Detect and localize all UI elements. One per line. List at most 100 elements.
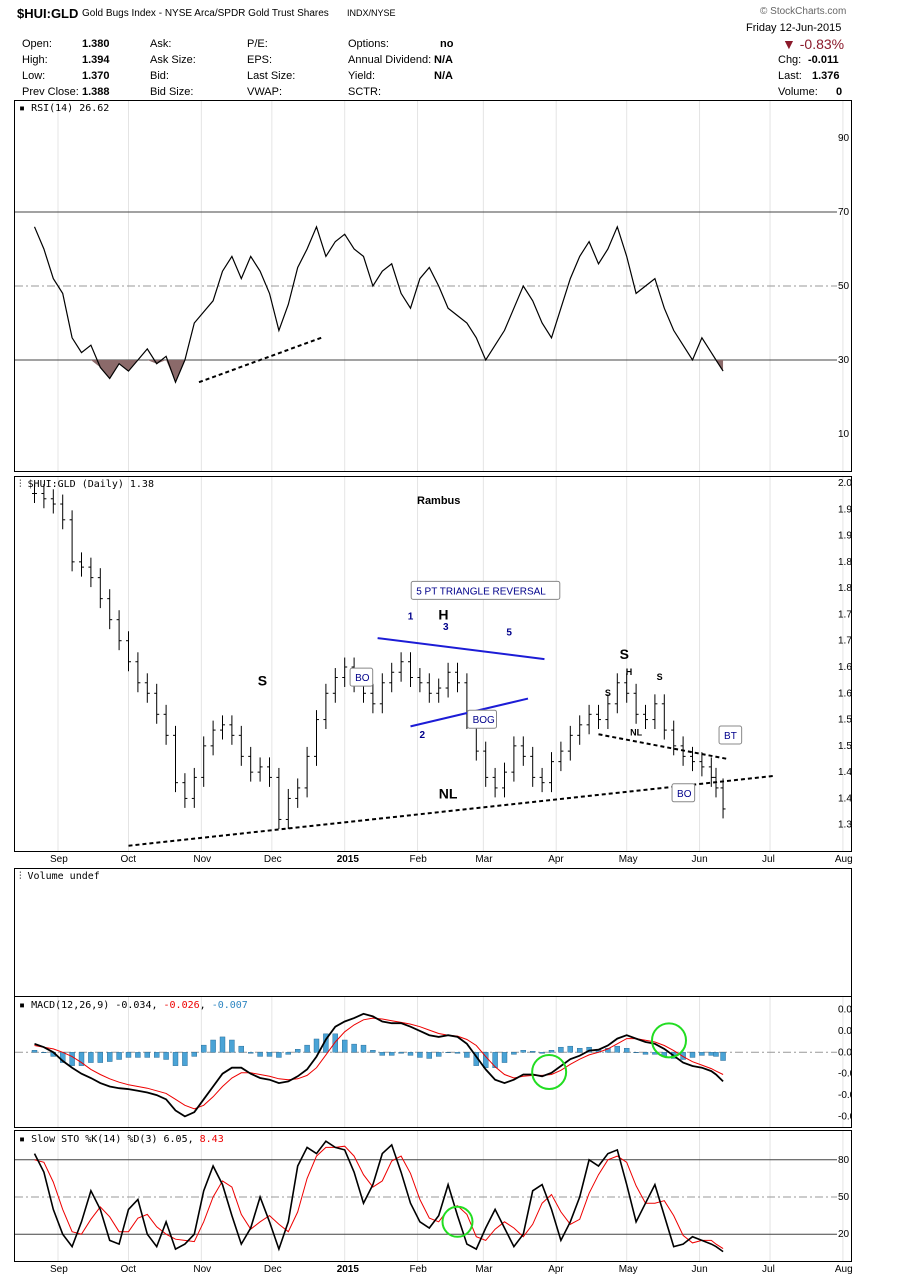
macd-histogram-bar-43 bbox=[436, 1052, 442, 1057]
callout-bo-callout-1: BO bbox=[355, 673, 370, 684]
open-value: 1.380 bbox=[82, 38, 110, 50]
date-label: Friday 12-Jun-2015 bbox=[746, 22, 842, 34]
price-y-tick-11: 1.90 bbox=[838, 531, 851, 542]
price-y-tick-13: 2.00 bbox=[838, 478, 851, 489]
macd-chart: -0.075 -0.050 -0.025 0.000 0.025 0.050 bbox=[15, 997, 851, 1127]
sto-chart: 20 50 80 bbox=[15, 1131, 850, 1261]
chg-value: -0.011 bbox=[808, 54, 839, 66]
triangle-upper bbox=[377, 637, 545, 661]
macd-histogram-bar-58 bbox=[577, 1048, 583, 1053]
macd-histogram-bar-9 bbox=[116, 1052, 122, 1060]
sto-k-line bbox=[33, 1140, 724, 1253]
rsi-oversold-fill bbox=[34, 360, 724, 383]
dividend-label: Annual Dividend: bbox=[348, 54, 432, 66]
macd-histogram-bar-34 bbox=[351, 1043, 357, 1053]
bid-label: Bid: bbox=[150, 70, 169, 82]
low-label: Low: bbox=[22, 70, 46, 82]
change-pct: ▼ -0.83% bbox=[782, 36, 844, 52]
sto-y-tick-2: 80 bbox=[838, 1155, 850, 1166]
macd-histogram-bar-73 bbox=[713, 1052, 719, 1057]
macd-histogram-bar-26 bbox=[276, 1052, 282, 1058]
xaxis-1-month-4: 2015 bbox=[336, 854, 359, 865]
xaxis-2-month-4: 2015 bbox=[336, 1264, 359, 1275]
rsi-y-tick-2: 50 bbox=[838, 281, 850, 292]
eps-label: EPS: bbox=[247, 54, 273, 66]
macd-histogram-bar-12 bbox=[144, 1052, 151, 1058]
macd-histogram-bar-52 bbox=[520, 1050, 526, 1053]
macd-y-tick-0: -0.075 bbox=[838, 1111, 851, 1122]
macd-histogram-bar-40 bbox=[407, 1052, 414, 1056]
sto-panel: 20 50 80 ▪ Slow STO %K(14) %D(3) 6.05, 8.4… bbox=[14, 1130, 852, 1262]
volume-panel: ⫶ Volume undef bbox=[14, 868, 852, 996]
neckline-main bbox=[128, 774, 775, 847]
macd-histogram-bar-24 bbox=[257, 1052, 263, 1057]
pe-label: P/E: bbox=[247, 38, 268, 50]
price-y-tick-1: 1.40 bbox=[838, 793, 851, 804]
open-label: Open: bbox=[22, 38, 52, 50]
macd-histogram-bar-55 bbox=[548, 1050, 555, 1053]
macd-histogram-bar-39 bbox=[398, 1052, 404, 1054]
macd-histogram-bar-53 bbox=[530, 1051, 536, 1053]
macd-histogram-bar-32 bbox=[332, 1033, 338, 1053]
change-pct-value: -0.83% bbox=[799, 36, 845, 52]
macd-histogram-bar-30 bbox=[313, 1038, 320, 1053]
callout-box-bog-callout bbox=[467, 709, 498, 729]
label-shoulder-right: S bbox=[620, 646, 629, 662]
macd-histogram-bar-6 bbox=[88, 1052, 94, 1063]
macd-y-tick-5: 0.050 bbox=[838, 1005, 851, 1016]
macd-histogram-bar-5 bbox=[78, 1052, 85, 1066]
macd-histogram-bar-71 bbox=[699, 1052, 705, 1056]
macd-histogram-bar-7 bbox=[97, 1052, 104, 1063]
label-shoulder-left: S bbox=[258, 672, 267, 688]
yield-label: Yield: bbox=[348, 70, 376, 82]
xaxis-2-month-0: Sep bbox=[50, 1264, 68, 1275]
macd-histogram-bar-29 bbox=[304, 1044, 310, 1053]
macd-legend-part-3: , bbox=[199, 1000, 212, 1011]
callout-bt-callout: BT bbox=[724, 731, 737, 742]
ask-size-label: Ask Size: bbox=[150, 54, 196, 66]
price-x-axis: Sep Oct Nov Dec 2015 Feb Mar Apr May Jun Jul Aug bbox=[14, 852, 853, 868]
price-legend: ⫶ $HUI:GLD (Daily) 1.38 bbox=[19, 479, 154, 490]
macd-highlight-circle-1 bbox=[651, 1022, 687, 1059]
xaxis-2-month-3: Dec bbox=[263, 1264, 282, 1275]
macd-histogram-bar-54 bbox=[539, 1052, 545, 1054]
label-head: H bbox=[438, 607, 448, 623]
macd-histogram-bar-21 bbox=[229, 1039, 235, 1053]
label-small-nl: NL bbox=[630, 727, 642, 737]
options-value: no bbox=[440, 38, 454, 50]
macd-histogram-bar-27 bbox=[285, 1052, 291, 1055]
xaxis-1-month-11: Aug bbox=[834, 854, 853, 865]
options-label: Options: bbox=[348, 38, 389, 50]
macd-histogram-bar-16 bbox=[182, 1052, 188, 1066]
volume-value: 0 bbox=[836, 86, 843, 98]
macd-histogram-bar-36 bbox=[370, 1050, 376, 1053]
macd-histogram-bar-46 bbox=[464, 1052, 470, 1058]
rsi-chart: 10 30 50 70 90 bbox=[15, 101, 850, 471]
xaxis-2-month-8: May bbox=[618, 1264, 638, 1275]
rsi-y-tick-1: 30 bbox=[838, 355, 850, 366]
macd-histogram-bar-13 bbox=[153, 1052, 160, 1058]
neckline-small bbox=[598, 733, 728, 760]
callout-bo-callout-2: BO bbox=[677, 789, 692, 800]
macd-histogram-bar-35 bbox=[360, 1044, 367, 1053]
ask-label: Ask: bbox=[150, 38, 172, 50]
rsi-y-tick-0: 10 bbox=[838, 429, 850, 440]
xaxis-1-month-8: May bbox=[618, 854, 638, 865]
macd-histogram-bar-70 bbox=[689, 1052, 696, 1058]
macd-histogram-bar-25 bbox=[266, 1052, 273, 1057]
dividend-value: N/A bbox=[434, 54, 453, 66]
macd-histogram-bar-38 bbox=[389, 1052, 395, 1056]
label-small-s-right: S bbox=[657, 672, 663, 682]
macd-histogram-bar-51 bbox=[511, 1052, 517, 1055]
symbol-description: Gold Bugs Index - NYSE Arca/SPDR Gold Tr… bbox=[82, 8, 329, 19]
price-y-tick-4: 1.55 bbox=[838, 715, 851, 726]
price-y-tick-5: 1.60 bbox=[838, 688, 851, 699]
sto-legend-part-1: Slow STO %K(14) %D(3) 6.05, bbox=[31, 1134, 200, 1145]
macd-histogram-bar-65 bbox=[642, 1052, 649, 1055]
macd-histogram-bar-4 bbox=[69, 1052, 75, 1066]
macd-histogram-bar-22 bbox=[238, 1045, 245, 1053]
exchange-label: INDX/NYSE bbox=[347, 8, 396, 18]
macd-histogram-bar-72 bbox=[708, 1052, 714, 1056]
macd-histogram-bar-23 bbox=[247, 1052, 254, 1054]
macd-y-tick-4: 0.025 bbox=[838, 1026, 851, 1037]
